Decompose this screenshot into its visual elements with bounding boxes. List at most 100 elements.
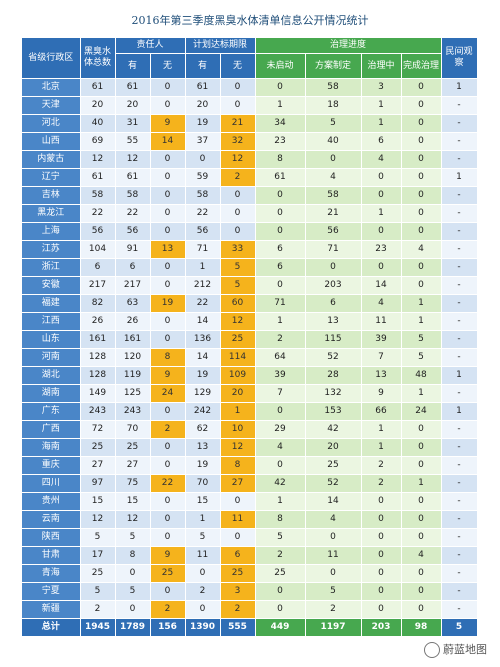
value-cell: 15 (185, 492, 221, 511)
value-cell: 37 (185, 132, 221, 151)
value-cell: - (441, 96, 478, 115)
value-cell: 153 (305, 402, 362, 421)
value-cell: 14 (185, 348, 221, 367)
table-row: 湖北 128 119 9 19 109 39 28 13 48 1 (22, 366, 478, 385)
value-cell: 115 (305, 330, 362, 349)
value-cell: 128 (80, 348, 116, 367)
value-cell: 0 (150, 186, 186, 205)
header-responsible: 责任人 (115, 38, 186, 54)
province-cell: 辽宁 (22, 168, 81, 187)
value-cell: 4 (305, 510, 362, 529)
table-row: 陕西 5 5 0 5 0 5 0 0 0- (22, 528, 478, 547)
value-cell: 70 (185, 474, 221, 493)
value-cell: 5 (185, 528, 221, 547)
value-cell: 6 (305, 294, 362, 313)
value-cell: 0 (361, 222, 402, 241)
value-cell: 64 (255, 348, 306, 367)
value-cell: 22 (185, 294, 221, 313)
value-cell: 12 (220, 312, 256, 331)
table-row: 福建 82 63 19 22 60 71 6 4 1- (22, 294, 478, 313)
header-responsible-yes: 有 (115, 53, 151, 79)
table-row: 山东 161 161 0 136 25 2 115 39 5- (22, 330, 478, 349)
value-cell: - (441, 348, 478, 367)
table-row: 山西 69 55 14 37 32 23 40 6 0- (22, 132, 478, 151)
value-cell: 12 (80, 150, 116, 169)
value-cell: 26 (80, 312, 116, 331)
value-cell: 203 (361, 618, 402, 637)
table-row: 黑龙江 22 22 0 22 0 0 21 1 0- (22, 204, 478, 223)
value-cell: 0 (401, 600, 442, 619)
value-cell: 203 (305, 276, 362, 295)
value-cell: 132 (305, 384, 362, 403)
value-cell: 20 (80, 96, 116, 115)
value-cell: 13 (150, 240, 186, 259)
value-cell: 28 (305, 366, 362, 385)
value-cell: 61 (115, 78, 151, 97)
value-cell: 0 (150, 96, 186, 115)
province-cell: 河南 (22, 348, 81, 367)
value-cell: 11 (220, 510, 256, 529)
value-cell: 62 (185, 420, 221, 439)
total-row: 总计 1945 1789 156 1390 555 449 1197 203 98 5 (22, 618, 478, 637)
value-cell: 9 (150, 114, 186, 133)
value-cell: 1 (441, 402, 478, 421)
value-cell: 217 (115, 276, 151, 295)
table-row: 贵州 15 15 0 15 0 1 14 0 0- (22, 492, 478, 511)
value-cell: 1390 (185, 618, 221, 637)
value-cell: 212 (185, 276, 221, 295)
value-cell: 1 (401, 312, 442, 331)
table-row: 河南 128 120 8 14 114 64 52 7 5- (22, 348, 478, 367)
value-cell: 61 (80, 168, 116, 187)
value-cell: 40 (305, 132, 362, 151)
value-cell: 15 (80, 492, 116, 511)
value-cell: 22 (185, 204, 221, 223)
province-cell: 四川 (22, 474, 81, 493)
value-cell: 8 (150, 348, 186, 367)
value-cell: 18 (305, 96, 362, 115)
value-cell: 0 (361, 582, 402, 601)
province-cell: 上海 (22, 222, 81, 241)
value-cell: - (441, 330, 478, 349)
value-cell: 0 (185, 564, 221, 583)
value-cell: 243 (115, 402, 151, 421)
value-cell: 1 (361, 438, 402, 457)
value-cell: - (441, 132, 478, 151)
watermark: 蔚蓝地图 (421, 640, 490, 659)
value-cell: 82 (80, 294, 116, 313)
value-cell: 66 (361, 402, 402, 421)
value-cell: 2 (185, 582, 221, 601)
value-cell: 1 (361, 204, 402, 223)
value-cell: 6 (80, 258, 116, 277)
value-cell: 2 (255, 330, 306, 349)
table-row: 吉林 58 58 0 58 0 0 58 0 0- (22, 186, 478, 205)
province-cell: 山西 (22, 132, 81, 151)
value-cell: 58 (305, 78, 362, 97)
value-cell: 11 (305, 546, 362, 565)
table-row: 广西 72 70 2 62 10 29 42 1 0- (22, 420, 478, 439)
value-cell: 1 (441, 168, 478, 187)
value-cell: 0 (115, 564, 151, 583)
value-cell: 0 (255, 276, 306, 295)
value-cell: 19 (185, 366, 221, 385)
value-cell: 5 (80, 582, 116, 601)
value-cell: 4 (401, 546, 442, 565)
table-row: 宁夏 5 5 0 2 3 0 5 0 0- (22, 582, 478, 601)
value-cell: 69 (80, 132, 116, 151)
value-cell: 20 (305, 438, 362, 457)
province-cell: 北京 (22, 78, 81, 97)
value-cell: 71 (255, 294, 306, 313)
value-cell: 1 (401, 294, 442, 313)
value-cell: 1 (255, 96, 306, 115)
value-cell: 0 (305, 528, 362, 547)
table-row: 辽宁 61 61 0 59 2 61 4 0 0 1 (22, 168, 478, 187)
value-cell: 21 (220, 114, 256, 133)
table-row: 云南 12 12 0 1 11 8 4 0 0- (22, 510, 478, 529)
value-cell: - (441, 438, 478, 457)
value-cell: 4 (401, 240, 442, 259)
value-cell: 0 (401, 510, 442, 529)
value-cell: 23 (255, 132, 306, 151)
value-cell: 0 (220, 222, 256, 241)
value-cell: 21 (305, 204, 362, 223)
value-cell: 0 (401, 582, 442, 601)
value-cell: - (441, 150, 478, 169)
